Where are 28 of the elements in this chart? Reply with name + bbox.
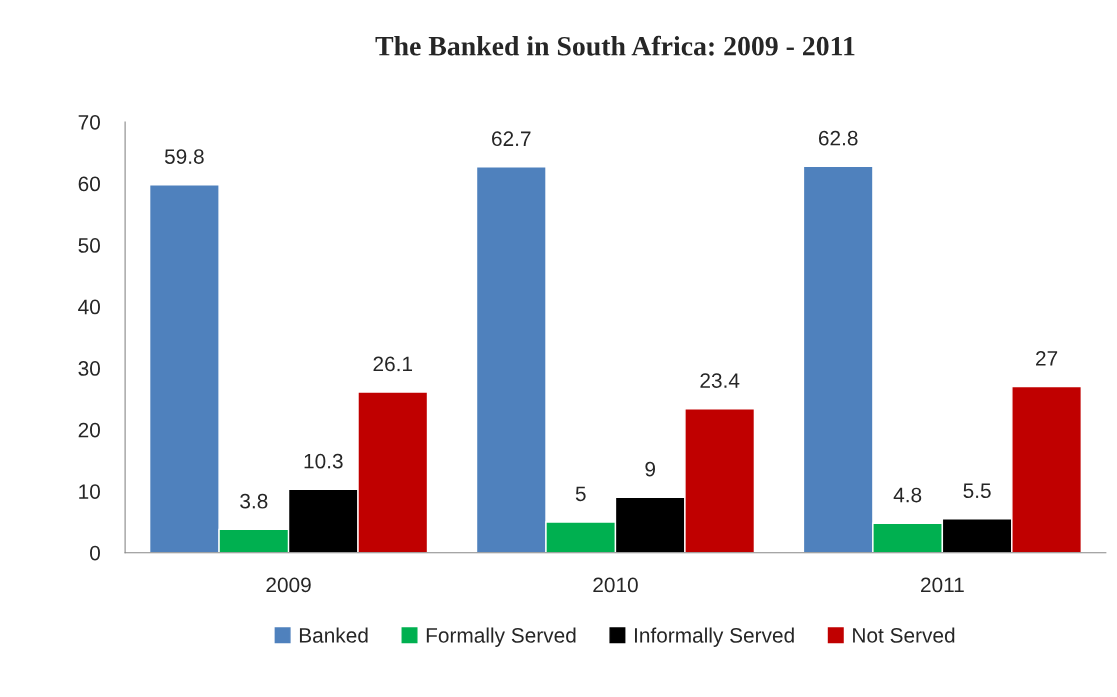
data-label: 27 bbox=[1036, 351, 1058, 366]
y-tick-label: 50 bbox=[78, 238, 100, 253]
y-tick-label: 30 bbox=[78, 361, 100, 376]
data-label: 26.1 bbox=[373, 356, 413, 372]
x-tick-label: 2011 bbox=[921, 577, 964, 593]
chart-title: The Banked in South Africa: 2009 - 2011 bbox=[375, 35, 855, 56]
y-tick-label: 0 bbox=[90, 545, 100, 561]
data-label: 4.8 bbox=[893, 487, 922, 503]
data-label: 9 bbox=[645, 461, 656, 477]
data-label: 62.7 bbox=[492, 131, 531, 147]
data-label: 10.3 bbox=[304, 453, 343, 469]
data-label: 62.8 bbox=[818, 130, 858, 146]
data-label: 23.4 bbox=[700, 373, 740, 388]
data-label: 5 bbox=[575, 486, 586, 502]
y-tick-label: 40 bbox=[78, 299, 100, 315]
y-tick-label: 60 bbox=[78, 176, 100, 192]
legend-label: Banked bbox=[299, 627, 368, 643]
data-label: 5.5 bbox=[963, 483, 991, 499]
y-tick-label: 10 bbox=[79, 484, 100, 499]
x-tick-label: 2010 bbox=[593, 577, 638, 593]
data-label: 59.8 bbox=[164, 149, 204, 164]
y-tick-label: 20 bbox=[78, 422, 100, 438]
legend-label: Not Served bbox=[853, 627, 955, 643]
legend-label: Formally Served bbox=[426, 627, 576, 647]
data-label: 3.8 bbox=[240, 493, 268, 509]
legend-label: Informally Served bbox=[634, 627, 794, 647]
x-tick-label: 2009 bbox=[266, 577, 311, 593]
y-tick-label: 70 bbox=[78, 114, 100, 130]
